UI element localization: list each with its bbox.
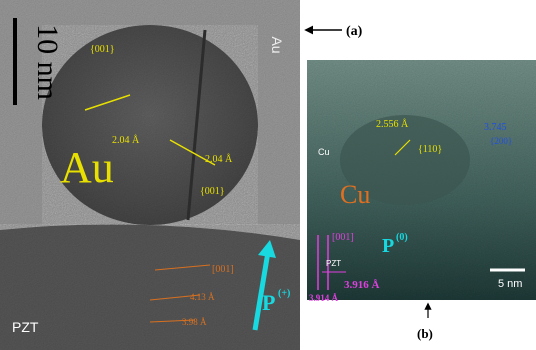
spacing-label: 2.04 Å: [112, 134, 140, 146]
substrate-label: PZT: [12, 319, 39, 335]
spacing-label: 2.04 Å: [205, 153, 233, 165]
direction-label: [001]: [332, 232, 354, 243]
panel-label: (a): [346, 24, 363, 39]
plane-label: {200}: [490, 136, 512, 146]
spacing-label: 3.914 Å: [309, 293, 339, 303]
scale-bar-label: 5 nm: [498, 278, 522, 290]
particle-label: Au: [60, 143, 114, 192]
spacing-label: 4.13 Å: [190, 292, 215, 302]
micrograph-b: [307, 60, 536, 300]
plane-label: {001}: [200, 186, 225, 197]
direction-label: [001]: [212, 264, 234, 275]
panel-label: (b): [417, 326, 433, 341]
plane-label: {110}: [418, 144, 442, 155]
substrate-label: PZT: [326, 259, 341, 268]
scale-bar-label: 10 nm: [31, 24, 64, 100]
polarization-symbol: P: [262, 290, 275, 315]
polarization-superscript: (0): [396, 232, 408, 243]
particle-label: Cu: [340, 180, 370, 209]
corner-label: Au: [269, 36, 285, 53]
polarization-superscript: (+): [278, 288, 290, 299]
spacing-label: 3.745: [484, 122, 507, 133]
spacing-label: 3.916 Å: [344, 279, 380, 291]
plane-label: {001}: [90, 44, 115, 55]
spacing-label: 3.98 Å: [182, 317, 207, 327]
polarization-symbol: P: [382, 235, 394, 257]
micrograph-a: [0, 0, 300, 350]
spacing-label: 2.556 Å: [376, 118, 409, 130]
particle-small-label: Cu: [318, 147, 330, 157]
